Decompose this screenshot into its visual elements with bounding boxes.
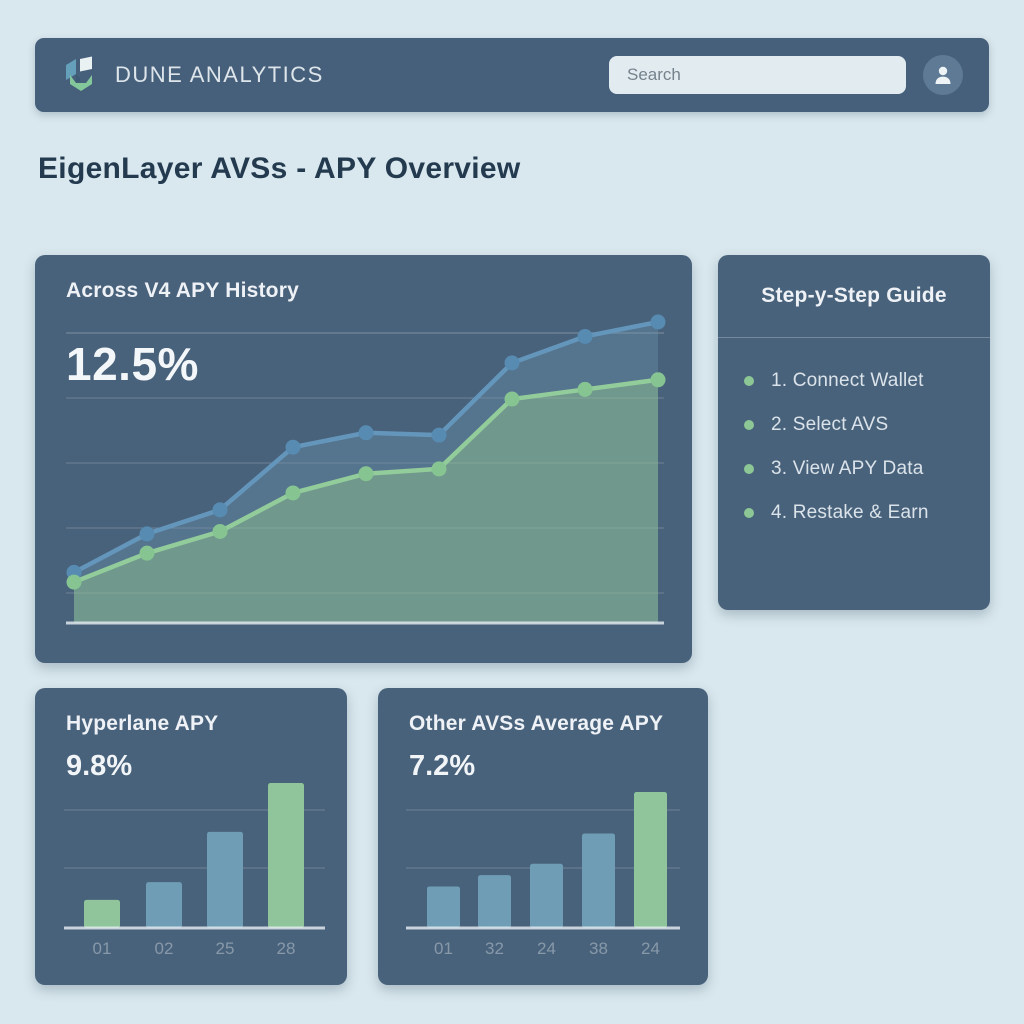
card-hyperlane: Hyperlane APY 9.8% 01 02 25 28 [35, 688, 347, 985]
guide-item-label: 4. Restake & Earn [771, 502, 929, 523]
bar [530, 863, 563, 928]
bar [427, 886, 460, 928]
bullet-icon [744, 376, 754, 386]
apy-area-chart [66, 314, 666, 625]
avatar[interactable] [923, 55, 963, 95]
brand[interactable]: DUNE ANALYTICS [61, 54, 324, 96]
data-point-green [66, 574, 82, 590]
guide-list: 1. Connect Wallet 2. Select AVS 3. View … [744, 359, 974, 535]
bar-label: 01 [93, 939, 112, 958]
dune-logo-icon [61, 54, 101, 96]
across-apy-title: Across V4 APY History [66, 279, 299, 302]
guide-title: Step-y-Step Guide [761, 284, 947, 307]
data-point-blue [577, 328, 593, 344]
hyperlane-bar-chart: 01 02 25 28 [64, 783, 325, 958]
bar-label: 25 [216, 939, 235, 958]
data-point-blue [650, 314, 666, 330]
bullet-icon [744, 464, 754, 474]
bar [207, 831, 243, 928]
bar-label: 28 [277, 939, 296, 958]
data-point-green [212, 523, 228, 539]
guide-item-restake-earn[interactable]: 4. Restake & Earn [744, 491, 974, 535]
bar [634, 792, 667, 928]
brand-name: DUNE ANALYTICS [115, 62, 324, 87]
bar [84, 899, 120, 928]
data-point-green [650, 372, 666, 388]
other-avss-bar-chart: 01 32 24 38 24 [406, 792, 680, 958]
other-avss-title: Other AVSs Average APY [409, 712, 664, 735]
guide-item-connect-wallet[interactable]: 1. Connect Wallet [744, 359, 974, 403]
card-across-apy: Across V4 APY History 12.5% [35, 255, 692, 663]
data-point-green [285, 485, 301, 501]
guide-item-view-apy[interactable]: 3. View APY Data [744, 447, 974, 491]
bar [478, 875, 511, 928]
bar [268, 783, 304, 928]
data-point-blue [212, 502, 228, 518]
guide-divider [718, 337, 990, 338]
guide-item-label: 2. Select AVS [771, 414, 889, 435]
header-bar: DUNE ANALYTICS [35, 38, 989, 112]
data-point-blue [431, 427, 447, 443]
card-other-avss: Other AVSs Average APY 7.2% 01 32 24 38 24 [378, 688, 708, 985]
data-point-green [431, 461, 447, 477]
other-avss-value: 7.2% [409, 750, 476, 782]
bar-label: 01 [434, 939, 453, 958]
bar-label: 32 [485, 939, 504, 958]
bullet-icon [744, 508, 754, 518]
data-point-green [139, 545, 155, 561]
data-point-green [358, 466, 374, 482]
bar-label: 24 [641, 939, 660, 958]
guide-item-label: 3. View APY Data [771, 458, 924, 479]
search-input[interactable] [609, 56, 906, 94]
guide-item-label: 1. Connect Wallet [771, 370, 924, 391]
bar-label: 02 [155, 939, 174, 958]
hyperlane-title: Hyperlane APY [66, 712, 219, 735]
data-point-blue [358, 425, 374, 441]
hyperlane-value: 9.8% [66, 750, 133, 782]
data-point-green [504, 391, 520, 407]
lower-series-area [74, 379, 658, 623]
bullet-icon [744, 420, 754, 430]
bar-label: 38 [589, 939, 608, 958]
across-apy-value: 12.5% [66, 338, 199, 390]
card-step-guide: Step-y-Step Guide 1. Connect Wallet 2. S… [718, 255, 990, 610]
data-point-blue [139, 526, 155, 542]
bar [582, 833, 615, 928]
data-point-blue [504, 355, 520, 371]
guide-item-select-avs[interactable]: 2. Select AVS [744, 403, 974, 447]
user-icon [931, 63, 955, 87]
bar-label: 24 [537, 939, 556, 958]
page-title: EigenLayer AVSs - APY Overview [38, 152, 521, 185]
data-point-blue [285, 439, 301, 455]
bar [146, 882, 182, 928]
data-point-green [577, 381, 593, 397]
